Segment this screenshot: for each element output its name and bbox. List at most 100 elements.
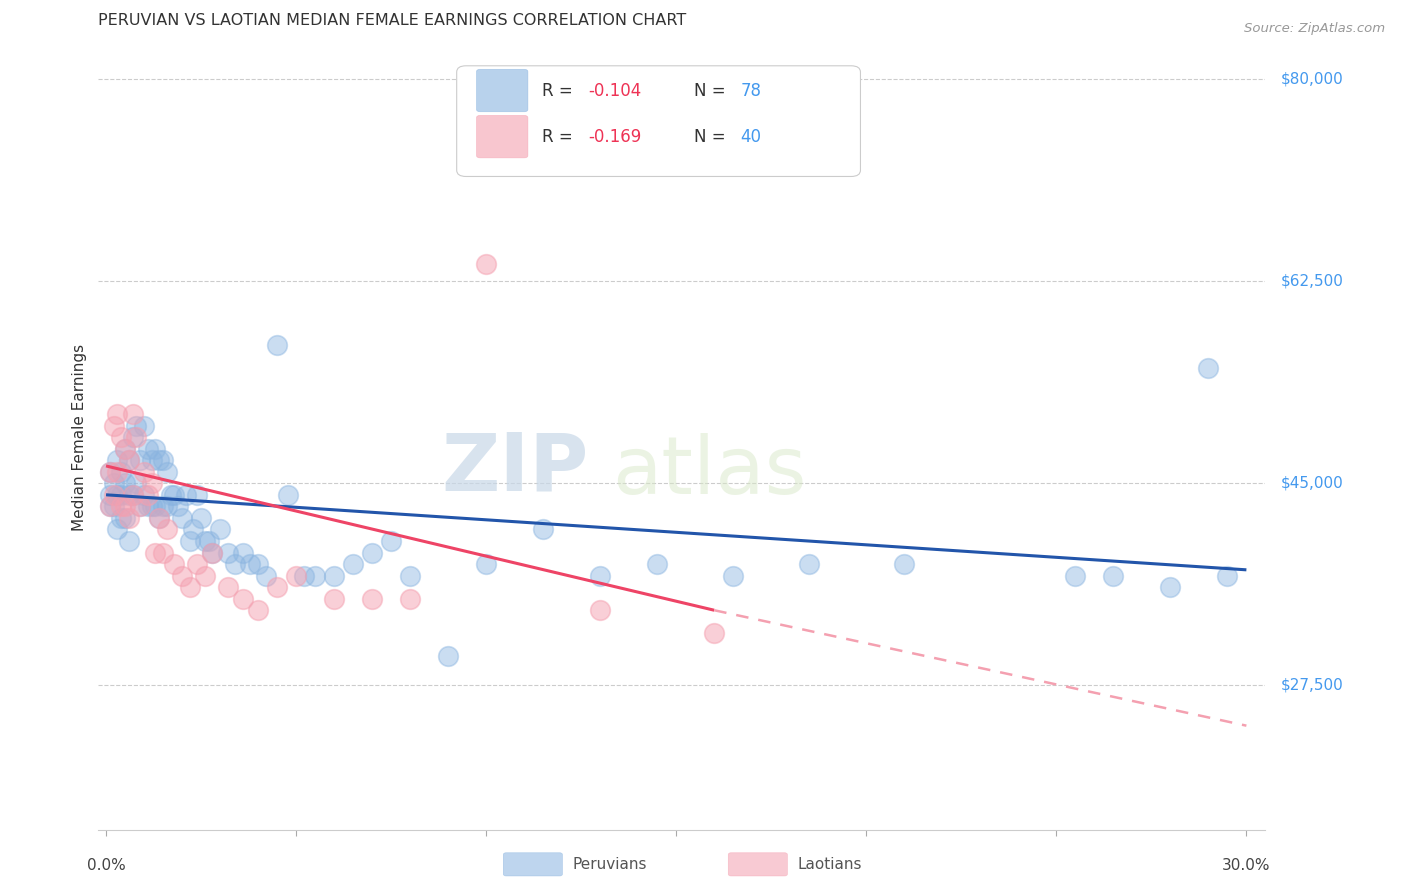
Text: $62,500: $62,500 — [1281, 274, 1344, 289]
Point — [103, 476, 125, 491]
Point — [129, 500, 152, 514]
Point — [103, 500, 125, 514]
Point — [114, 442, 136, 456]
Text: atlas: atlas — [612, 434, 806, 511]
Point — [197, 533, 219, 548]
Point — [156, 465, 179, 479]
Point — [247, 557, 270, 571]
Text: $27,500: $27,500 — [1281, 678, 1343, 693]
Point — [107, 488, 129, 502]
Point — [194, 568, 217, 582]
Point — [145, 442, 167, 456]
Text: R =: R = — [541, 81, 578, 100]
Point — [1102, 568, 1125, 582]
Point — [1216, 568, 1239, 582]
Point — [107, 465, 129, 479]
Point — [475, 557, 498, 571]
Point — [156, 500, 179, 514]
Point — [110, 465, 132, 479]
Text: Peruvians: Peruvians — [572, 857, 647, 871]
Point — [232, 591, 254, 606]
Point — [799, 557, 821, 571]
Point — [132, 465, 155, 479]
Point — [589, 568, 612, 582]
Point — [589, 603, 612, 617]
Text: 40: 40 — [741, 128, 761, 145]
Point — [194, 533, 217, 548]
Point — [114, 442, 136, 456]
Point — [118, 533, 141, 548]
Point — [107, 407, 129, 421]
Point — [148, 511, 170, 525]
Point — [129, 453, 152, 467]
Point — [148, 511, 170, 525]
Point — [201, 545, 224, 559]
Point — [254, 568, 277, 582]
Point — [114, 511, 136, 525]
Point — [361, 545, 384, 559]
Text: -0.169: -0.169 — [589, 128, 641, 145]
Point — [179, 533, 201, 548]
Point — [132, 418, 155, 433]
Point — [148, 453, 170, 467]
Point — [531, 523, 554, 537]
Point — [703, 626, 725, 640]
Point — [141, 500, 163, 514]
Point — [304, 568, 326, 582]
Point — [121, 407, 143, 421]
Y-axis label: Median Female Earnings: Median Female Earnings — [72, 343, 87, 531]
Point — [159, 488, 181, 502]
Point — [342, 557, 364, 571]
Point — [98, 488, 121, 502]
Point — [129, 500, 152, 514]
Point — [170, 511, 193, 525]
Point — [1064, 568, 1087, 582]
Text: R =: R = — [541, 128, 578, 145]
Point — [285, 568, 308, 582]
Point — [277, 488, 299, 502]
Point — [475, 257, 498, 271]
FancyBboxPatch shape — [477, 70, 527, 112]
Point — [163, 488, 186, 502]
Text: -0.104: -0.104 — [589, 81, 641, 100]
Point — [224, 557, 246, 571]
Point — [893, 557, 915, 571]
Point — [292, 568, 315, 582]
Point — [170, 568, 193, 582]
Point — [110, 500, 132, 514]
Point — [98, 500, 121, 514]
Point — [118, 488, 141, 502]
Point — [186, 557, 208, 571]
Point — [190, 511, 212, 525]
Point — [141, 476, 163, 491]
Point — [125, 430, 148, 444]
Point — [266, 580, 288, 594]
Text: N =: N = — [693, 128, 731, 145]
Point — [125, 418, 148, 433]
Point — [239, 557, 262, 571]
Point — [179, 580, 201, 594]
Point — [380, 533, 402, 548]
Text: Source: ZipAtlas.com: Source: ZipAtlas.com — [1244, 22, 1385, 36]
Point — [1197, 360, 1219, 375]
Point — [98, 465, 121, 479]
Point — [110, 488, 132, 502]
Point — [217, 580, 239, 594]
Point — [103, 418, 125, 433]
Point — [361, 591, 384, 606]
Point — [110, 511, 132, 525]
Point — [163, 557, 186, 571]
Point — [107, 523, 129, 537]
Text: $45,000: $45,000 — [1281, 475, 1343, 491]
Point — [183, 523, 205, 537]
Point — [266, 337, 288, 351]
Text: 0.0%: 0.0% — [87, 858, 125, 873]
Point — [98, 500, 121, 514]
Point — [107, 453, 129, 467]
Text: Laotians: Laotians — [797, 857, 862, 871]
Point — [152, 500, 174, 514]
Point — [1159, 580, 1181, 594]
Text: N =: N = — [693, 81, 731, 100]
Text: 78: 78 — [741, 81, 761, 100]
FancyBboxPatch shape — [457, 66, 860, 177]
